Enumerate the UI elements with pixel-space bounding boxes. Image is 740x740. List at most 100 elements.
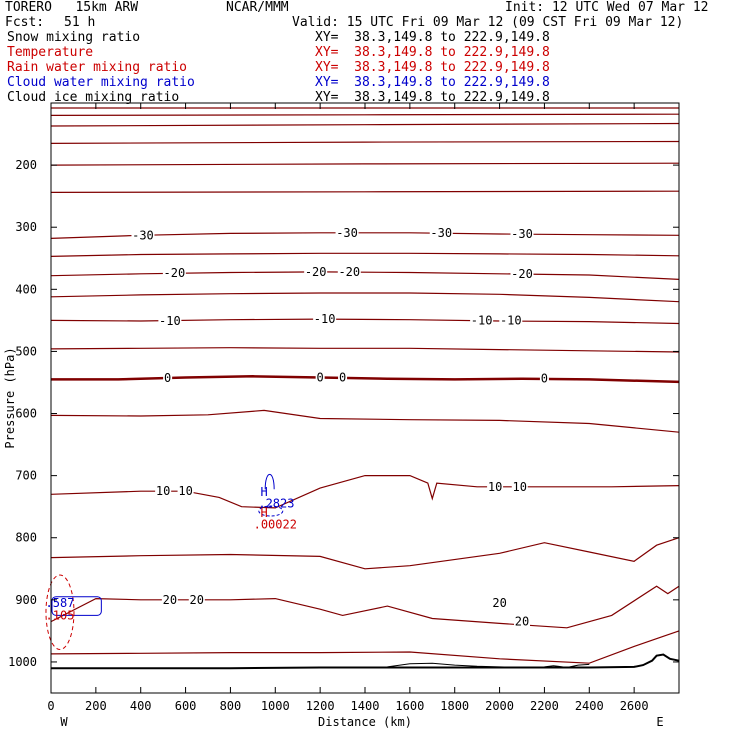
isotherm-label-bg bbox=[429, 226, 453, 239]
isotherm-label: 10 bbox=[488, 480, 502, 494]
isotherm-line bbox=[50, 162, 680, 166]
x-tick-label: 1000 bbox=[261, 699, 290, 713]
y-tick-label: 1000 bbox=[8, 655, 37, 669]
isotherm-line bbox=[50, 140, 680, 144]
x-tick-label: 800 bbox=[220, 699, 242, 713]
isotherm-label-bg bbox=[487, 480, 504, 493]
cloud-water-contour bbox=[51, 596, 102, 616]
x-tick-label: 1200 bbox=[306, 699, 335, 713]
isotherm-label-bg bbox=[491, 596, 508, 609]
isotherm-label-bg bbox=[514, 615, 530, 628]
x-tick-label: 1400 bbox=[351, 699, 380, 713]
isotherm-label-bg bbox=[313, 313, 337, 326]
isotherm-label-bg bbox=[510, 267, 534, 280]
x-tick-label: 400 bbox=[130, 699, 152, 713]
isotherm-label: -20 bbox=[511, 267, 533, 281]
isotherm-line bbox=[50, 232, 680, 239]
field-xy: XY= 38.3,149.8 to 222.9,149.8 bbox=[315, 60, 550, 75]
isotherm-label: 20 bbox=[492, 596, 506, 610]
isotherm-label-bg bbox=[499, 314, 523, 327]
field-xy: XY= 38.3,149.8 to 222.9,149.8 bbox=[315, 90, 550, 105]
y-tick-label: 700 bbox=[15, 469, 37, 483]
isotherm-label: 0 bbox=[339, 371, 346, 385]
y-tick-label: 600 bbox=[15, 407, 37, 421]
isotherm-label: -10 bbox=[314, 312, 336, 326]
isotherm-label: 20 bbox=[515, 615, 529, 629]
isotherm-line bbox=[50, 409, 680, 433]
west-label: W bbox=[60, 715, 68, 729]
isotherm-line bbox=[50, 252, 680, 257]
x-tick-label: 2000 bbox=[485, 699, 514, 713]
isotherm-label: -10 bbox=[159, 314, 181, 328]
x-tick-label: 600 bbox=[175, 699, 197, 713]
ground-surface-line bbox=[51, 653, 680, 670]
isotherm-line bbox=[50, 292, 680, 303]
field-name: Temperature bbox=[7, 45, 94, 60]
init-time: Init: 12 UTC Wed 07 Mar 12 bbox=[505, 0, 709, 15]
model-name: TORERO 15km ARW bbox=[5, 0, 139, 15]
isotherm-label: 10 bbox=[178, 484, 192, 498]
rain-water-contour bbox=[45, 574, 75, 651]
isotherm-label: -20 bbox=[305, 265, 327, 279]
isotherm-label: -10 bbox=[500, 313, 522, 327]
field-extremum-label: .2823 bbox=[258, 497, 294, 511]
isotherm-label: 0 bbox=[541, 372, 548, 386]
field-xy: XY= 38.3,149.8 to 222.9,149.8 bbox=[315, 45, 550, 60]
x-tick-label: 0 bbox=[47, 699, 54, 713]
field-extremum-label: .00022 bbox=[254, 518, 297, 532]
isotherm-line bbox=[50, 347, 680, 353]
cloud-water-contour bbox=[258, 505, 284, 517]
isotherm-line bbox=[50, 190, 680, 193]
isotherm-label: -20 bbox=[164, 266, 186, 280]
isotherm-line bbox=[50, 122, 680, 127]
isotherm-label-bg bbox=[188, 593, 205, 606]
isotherm-label: -30 bbox=[430, 226, 452, 240]
forecast-label: Fcst: bbox=[5, 15, 45, 30]
isotherm-label: 0 bbox=[164, 371, 171, 385]
x-tick-label: 2400 bbox=[575, 699, 604, 713]
isotherm-line bbox=[50, 585, 680, 629]
east-label: E bbox=[656, 715, 663, 729]
isotherm-line bbox=[51, 375, 680, 384]
x-tick-label: 200 bbox=[85, 699, 107, 713]
isotherm-label-bg bbox=[155, 485, 172, 498]
isotherm-label-bg bbox=[131, 229, 155, 242]
field-extremum-label: .105 bbox=[46, 608, 75, 622]
field-name: Cloud ice mixing ratio bbox=[7, 90, 180, 105]
isotherm-label: 20 bbox=[190, 593, 204, 607]
y-tick-label: 200 bbox=[15, 158, 37, 172]
field-extremum-label: H bbox=[260, 485, 267, 499]
x-axis-label: Distance (km) bbox=[318, 715, 412, 729]
isotherm-line bbox=[50, 113, 680, 116]
isotherm-line bbox=[50, 537, 680, 570]
isotherm-label-bg bbox=[470, 314, 494, 327]
y-tick-label: 800 bbox=[15, 531, 37, 545]
isotherm-label: -30 bbox=[132, 228, 154, 242]
isotherm-label: -30 bbox=[336, 226, 358, 240]
isotherm-label-bg bbox=[511, 480, 528, 493]
isotherm-label-bg bbox=[161, 593, 178, 606]
x-tick-label: 1800 bbox=[440, 699, 469, 713]
isotherm-label: -30 bbox=[511, 227, 533, 241]
isotherm-label-bg bbox=[337, 265, 361, 278]
field-xy: XY= 38.3,149.8 to 222.9,149.8 bbox=[315, 75, 550, 90]
field-name: Snow mixing ratio bbox=[7, 30, 141, 45]
x-tick-label: 2200 bbox=[530, 699, 559, 713]
isotherm-label: 0 bbox=[317, 371, 324, 385]
field-extremum-label: H bbox=[260, 506, 267, 520]
x-tick-label: 2600 bbox=[620, 699, 649, 713]
isotherm-line bbox=[50, 475, 680, 509]
isotherm-line bbox=[50, 318, 680, 325]
isotherm-label-bg bbox=[335, 226, 359, 239]
y-tick-label: 500 bbox=[15, 344, 37, 358]
forecast-hour: 51 h bbox=[64, 15, 96, 30]
valid-time: Valid: 15 UTC Fri 09 Mar 12 (09 CST Fri … bbox=[292, 15, 684, 30]
isotherm-label: 20 bbox=[163, 593, 177, 607]
y-tick-label: 400 bbox=[15, 282, 37, 296]
field-name: Cloud water mixing ratio bbox=[7, 75, 195, 90]
isotherm-label-bg bbox=[158, 314, 182, 327]
isotherm-label-bg bbox=[510, 228, 534, 241]
isotherm-label: 10 bbox=[156, 484, 170, 498]
center-name: NCAR/MMM bbox=[226, 0, 289, 15]
x-tick-label: 1600 bbox=[395, 699, 424, 713]
